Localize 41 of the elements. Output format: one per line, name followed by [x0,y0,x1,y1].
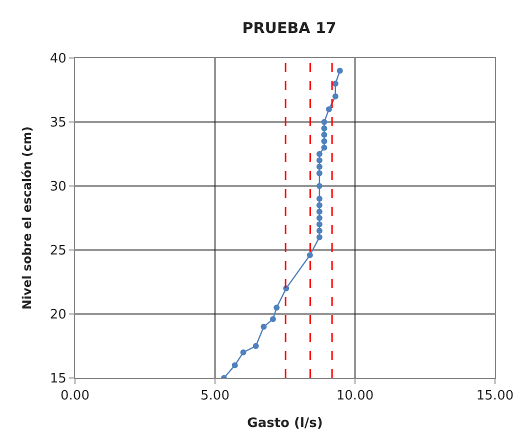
point [316,208,322,215]
point [270,316,276,322]
point [316,196,322,202]
point [316,183,322,189]
point [316,170,322,176]
x-axis-title: Gasto (l/s) [247,416,323,432]
point [316,202,322,208]
point [316,221,322,228]
point [316,234,322,240]
x-tick-label: 5.00 [200,388,230,404]
point [316,164,322,170]
y-axis-title: Nivel sobre el escalón (cm) [20,126,34,310]
chart-title: PRUEBA 17 [242,18,336,37]
point [260,324,267,330]
y-tick-label: 20 [50,308,66,323]
point [321,138,328,144]
x-tick-label: 10.00 [336,388,374,404]
point [326,106,332,112]
point [274,304,280,311]
point [316,151,322,157]
y-tick-label: 35 [50,116,66,131]
point [240,349,246,356]
y-tick-label: 40 [50,52,66,67]
point [321,144,328,151]
point [306,252,313,258]
point [316,215,322,221]
y-tick-label: 30 [50,180,66,195]
y-tick-label: 25 [50,244,66,259]
point [332,93,338,100]
point [252,343,259,349]
point [321,119,328,125]
point [336,68,343,74]
point [232,362,238,368]
y-tick-label: 15 [50,372,66,387]
point [316,228,322,234]
point [316,157,322,164]
point [321,125,328,132]
x-tick-label: 15.00 [476,388,514,404]
point [321,132,328,138]
point [332,80,338,87]
x-tick-label: 0.00 [60,388,90,404]
